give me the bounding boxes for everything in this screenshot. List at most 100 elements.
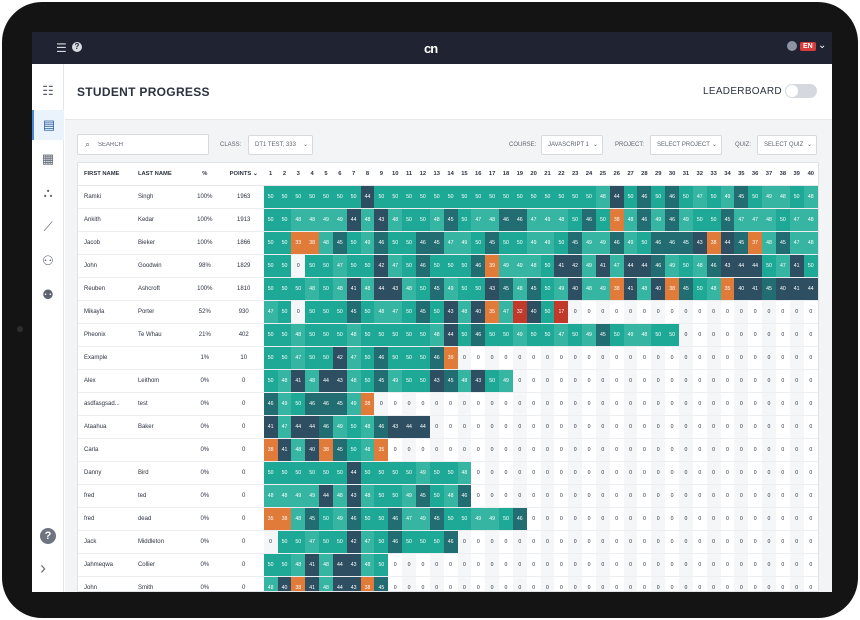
score-cell[interactable]: 0	[748, 484, 763, 508]
score-cell[interactable]: 50	[568, 323, 583, 347]
score-cell[interactable]: 48	[692, 254, 707, 278]
quiz-column-header[interactable]: 13	[429, 163, 444, 186]
score-cell[interactable]: 0	[748, 461, 763, 485]
score-cell[interactable]: 0	[720, 530, 735, 554]
score-cell[interactable]: 0	[554, 461, 569, 485]
score-cell[interactable]: 46	[374, 231, 389, 255]
quiz-column-header[interactable]: 15	[457, 163, 472, 186]
quiz-column-header[interactable]: 27	[623, 163, 638, 186]
score-cell[interactable]: 0	[582, 461, 596, 485]
score-cell[interactable]: 50	[485, 369, 500, 393]
score-cell[interactable]: 50	[319, 185, 333, 209]
score-cell[interactable]: 0	[512, 346, 527, 370]
score-cell[interactable]: 50	[429, 254, 444, 278]
score-cell[interactable]: 49	[332, 208, 347, 232]
score-cell[interactable]: 48	[402, 277, 416, 301]
score-cell[interactable]: 41	[595, 254, 610, 278]
language-badge[interactable]: EN	[800, 42, 816, 51]
score-cell[interactable]: 43	[374, 208, 389, 232]
score-cell[interactable]: 46	[388, 507, 403, 531]
score-cell[interactable]: 0	[471, 576, 486, 591]
score-cell[interactable]: 0	[803, 369, 818, 393]
score-cell[interactable]: 0	[609, 438, 624, 462]
score-cell[interactable]: 0	[748, 369, 763, 393]
score-cell[interactable]: 0	[582, 484, 596, 508]
score-cell[interactable]: 48	[319, 231, 333, 255]
score-cell[interactable]: 0	[789, 553, 804, 577]
score-cell[interactable]: 49	[512, 323, 527, 347]
score-cell[interactable]: 0	[637, 507, 652, 531]
score-cell[interactable]: 50	[540, 277, 555, 301]
score-cell[interactable]: 50	[263, 553, 278, 577]
score-cell[interactable]: 48	[319, 553, 333, 577]
score-cell[interactable]: 41	[346, 277, 361, 301]
score-cell[interactable]: 48	[305, 369, 320, 393]
score-cell[interactable]: 0	[803, 507, 818, 531]
score-cell[interactable]: 50	[679, 185, 693, 209]
line-chart-icon[interactable]: ⟋	[43, 219, 53, 234]
score-cell[interactable]: 47	[402, 507, 416, 531]
score-cell[interactable]: 0	[803, 438, 818, 462]
score-cell[interactable]: 50	[415, 277, 430, 301]
score-cell[interactable]: 0	[471, 530, 486, 554]
table-row[interactable]: Pheonix Te Whau 21% 402 50 50 48 50 50 50 48 50 50 50…	[78, 323, 818, 347]
score-cell[interactable]: 44	[332, 576, 347, 591]
score-cell[interactable]: 0	[651, 484, 666, 508]
score-cell[interactable]: 48	[291, 208, 306, 232]
score-cell[interactable]: 50	[374, 461, 389, 485]
score-cell[interactable]: 0	[803, 300, 818, 324]
score-cell[interactable]: 46	[637, 185, 652, 209]
score-cell[interactable]: 48	[332, 484, 347, 508]
score-cell[interactable]: 0	[734, 576, 749, 591]
score-cell[interactable]: 50	[540, 254, 555, 278]
quiz-column-header[interactable]: 12	[415, 163, 430, 186]
score-cell[interactable]: 0	[762, 300, 776, 324]
score-cell[interactable]: 0	[554, 553, 569, 577]
score-cell[interactable]: 45	[443, 208, 458, 232]
score-cell[interactable]: 48	[775, 185, 790, 209]
score-cell[interactable]: 50	[568, 185, 583, 209]
score-cell[interactable]: 40	[526, 300, 541, 324]
score-cell[interactable]: 0	[526, 507, 541, 531]
score-cell[interactable]: 0	[734, 300, 749, 324]
score-cell[interactable]: 50	[402, 369, 416, 393]
score-cell[interactable]: 40	[651, 277, 666, 301]
score-cell[interactable]: 49	[402, 484, 416, 508]
score-cell[interactable]: 0	[526, 576, 541, 591]
score-cell[interactable]: 46	[651, 254, 666, 278]
score-cell[interactable]: 0	[554, 438, 569, 462]
score-cell[interactable]: 48	[526, 254, 541, 278]
score-cell[interactable]: 0	[679, 553, 693, 577]
score-cell[interactable]: 0	[499, 461, 513, 485]
score-cell[interactable]: 40	[277, 576, 292, 591]
help-icon[interactable]: ?	[72, 42, 82, 52]
score-cell[interactable]: 0	[789, 369, 804, 393]
score-cell[interactable]: 17	[554, 300, 569, 324]
quiz-column-header[interactable]: 11	[402, 163, 416, 186]
score-cell[interactable]: 0	[762, 484, 776, 508]
score-cell[interactable]: 0	[402, 438, 416, 462]
score-cell[interactable]: 0	[582, 415, 596, 439]
score-cell[interactable]: 50	[499, 323, 513, 347]
score-cell[interactable]: 45	[734, 185, 749, 209]
score-cell[interactable]: 0	[568, 300, 583, 324]
score-cell[interactable]: 48	[595, 185, 610, 209]
score-cell[interactable]: 0	[679, 300, 693, 324]
user-avatar[interactable]	[787, 41, 797, 51]
score-cell[interactable]: 45	[526, 277, 541, 301]
score-cell[interactable]: 0	[457, 415, 472, 439]
score-cell[interactable]: 50	[402, 323, 416, 347]
score-cell[interactable]: 47	[291, 346, 306, 370]
course-select[interactable]: JAVASCRIPT 1 ⌄	[541, 135, 603, 155]
score-cell[interactable]: 49	[277, 392, 292, 416]
score-cell[interactable]: 45	[679, 231, 693, 255]
score-cell[interactable]: 48	[291, 553, 306, 577]
score-cell[interactable]: 49	[305, 484, 320, 508]
score-cell[interactable]: 0	[789, 415, 804, 439]
score-cell[interactable]: 48	[360, 208, 375, 232]
score-cell[interactable]: 0	[457, 438, 472, 462]
score-cell[interactable]: 48	[443, 484, 458, 508]
score-cell[interactable]: 50	[540, 300, 555, 324]
score-cell[interactable]: 46	[388, 530, 403, 554]
score-cell[interactable]: 0	[734, 484, 749, 508]
